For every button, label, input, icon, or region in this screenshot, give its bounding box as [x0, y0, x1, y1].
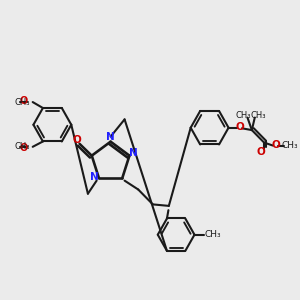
Text: CH₃: CH₃ — [236, 111, 251, 120]
Text: CH₃: CH₃ — [204, 230, 221, 239]
Text: N: N — [106, 132, 115, 142]
Text: CH₃: CH₃ — [281, 141, 298, 150]
Text: O: O — [235, 122, 244, 132]
Text: N: N — [90, 172, 99, 182]
Text: O: O — [20, 96, 28, 106]
Text: CH₃: CH₃ — [250, 111, 266, 120]
Text: N: N — [129, 148, 137, 158]
Text: O: O — [272, 140, 280, 150]
Text: CH₃: CH₃ — [14, 142, 30, 151]
Text: O: O — [20, 143, 28, 153]
Text: O: O — [73, 135, 82, 145]
Text: CH₃: CH₃ — [14, 98, 30, 106]
Text: O: O — [256, 147, 265, 157]
